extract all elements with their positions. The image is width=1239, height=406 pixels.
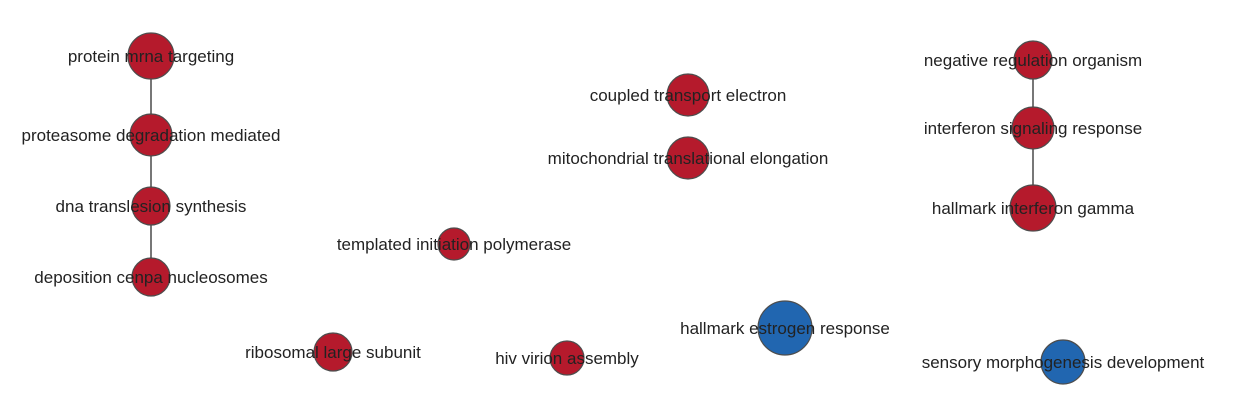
node-circle [666, 136, 710, 180]
node-label: mitochondrial translational elongation [548, 149, 829, 168]
node-label: protein mrna targeting [68, 47, 234, 66]
node-label: hallmark interferon gamma [932, 199, 1135, 218]
node-deposition-cenpa-nucleosomes: deposition cenpa nucleosomes [34, 257, 268, 297]
node-sensory-morphogenesis-development: sensory morphogenesis development [922, 339, 1205, 385]
node-circle [1009, 184, 1057, 232]
node-circle [131, 186, 171, 226]
nodes: protein mrna targeting proteasome degrada… [22, 32, 1205, 385]
node-hiv-virion-assembly: hiv virion assembly [495, 340, 639, 376]
node-interferon-signaling-response: interferon signaling response [924, 106, 1142, 150]
node-circle [129, 113, 173, 157]
node-circle [437, 227, 471, 261]
node-proteasome-degradation-mediated: proteasome degradation mediated [22, 113, 281, 157]
node-mitochondrial-translational-elongation: mitochondrial translational elongation [548, 136, 829, 180]
node-protein-mrna-targeting: protein mrna targeting [68, 32, 234, 80]
node-circle [313, 332, 353, 372]
node-coupled-transport-electron: coupled transport electron [590, 73, 787, 117]
node-hallmark-interferon-gamma: hallmark interferon gamma [932, 184, 1135, 232]
node-label: deposition cenpa nucleosomes [34, 268, 267, 287]
node-negative-regulation-organism: negative regulation organism [924, 40, 1142, 80]
node-circle [666, 73, 710, 117]
node-label: sensory morphogenesis development [922, 353, 1205, 372]
node-circle [1013, 40, 1053, 80]
node-templated-initiation-polymerase: templated initiation polymerase [337, 227, 571, 261]
node-dna-translesion-synthesis: dna translesion synthesis [56, 186, 247, 226]
node-label: hallmark estrogen response [680, 319, 890, 338]
node-circle [757, 300, 813, 356]
node-label: interferon signaling response [924, 119, 1142, 138]
node-label: hiv virion assembly [495, 349, 639, 368]
node-label: dna translesion synthesis [56, 197, 247, 216]
node-circle [131, 257, 171, 297]
node-circle [549, 340, 585, 376]
node-circle [1040, 339, 1086, 385]
node-label: coupled transport electron [590, 86, 787, 105]
node-label: templated initiation polymerase [337, 235, 571, 254]
node-hallmark-estrogen-response: hallmark estrogen response [680, 300, 890, 356]
node-circle [127, 32, 175, 80]
node-label: negative regulation organism [924, 51, 1142, 70]
node-label: proteasome degradation mediated [22, 126, 281, 145]
node-label: ribosomal large subunit [245, 343, 421, 362]
node-ribosomal-large-subunit: ribosomal large subunit [245, 332, 421, 372]
node-circle [1011, 106, 1055, 150]
